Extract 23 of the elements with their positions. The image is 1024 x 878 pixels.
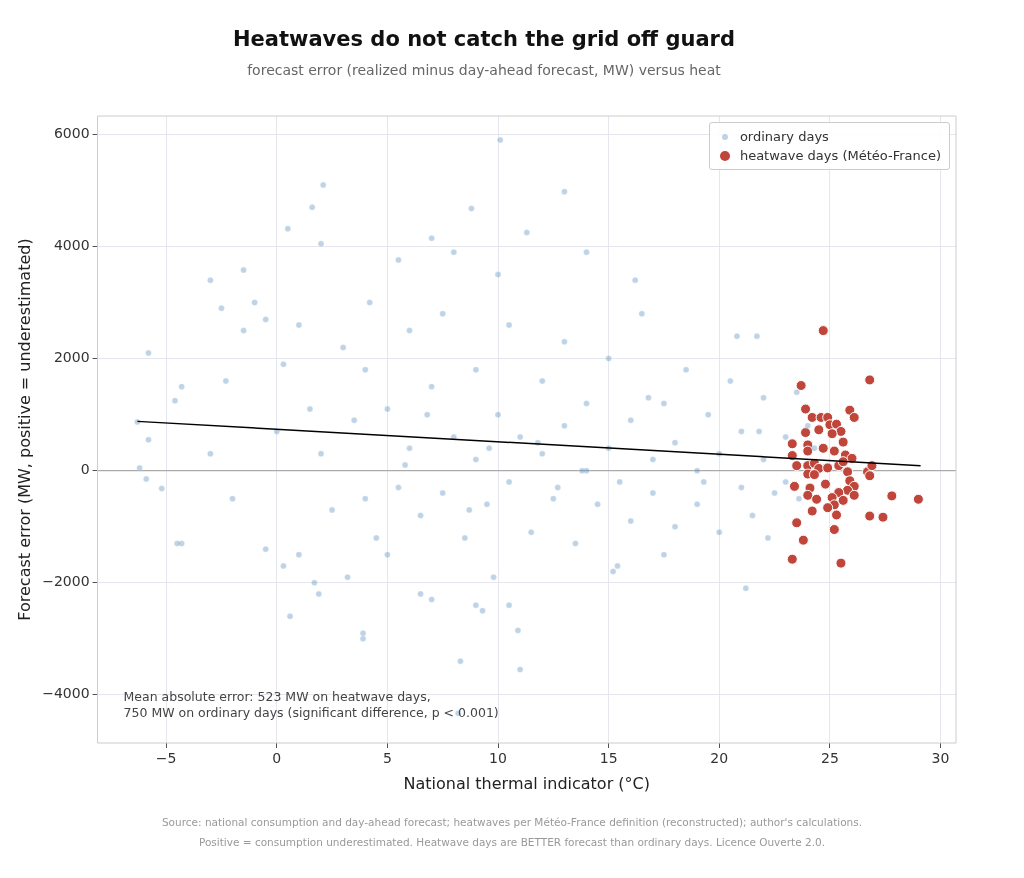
text: Positive = consumption underestimated. Heatwave days are BETTER forecast than ordinary days. Licence Ouverte 2.0. <box>197 835 827 850</box>
x-tick-label: 25 <box>820 750 839 767</box>
x-tick-label: 5 <box>382 750 392 767</box>
y-tick-label: 0 <box>80 461 90 478</box>
y-tick-label: 2000 <box>53 349 90 366</box>
x-tick-label: 15 <box>599 750 618 767</box>
x-tick-label: 0 <box>272 750 282 767</box>
chart-subtitle: forecast error (realized minus day-ahead forecast, MW) versus heat <box>247 62 722 79</box>
x-tick-label: 10 <box>489 750 507 767</box>
x-tick-label: 30 <box>931 750 950 767</box>
y-tick-label: −2000 <box>42 573 90 590</box>
legend-label: heatwave days (Météo-France) <box>739 147 941 165</box>
legend-label: ordinary days <box>739 128 829 146</box>
y-tick-label: −4000 <box>42 685 90 702</box>
y-axis-title: Forecast error (MW, positive = underestimated) <box>14 238 34 621</box>
annotation: Mean absolute error: 523 MW on heatwave days, 750 MW on ordinary days (significant difference, p < 0.001) <box>123 689 499 720</box>
x-tick-label: 20 <box>710 750 729 767</box>
y-tick-label: 6000 <box>53 125 90 142</box>
y-tick-label: 4000 <box>53 237 90 254</box>
chart-title: Heatwaves do not catch the grid off guard <box>233 27 735 52</box>
x-axis-title: National thermal indicator (°C) <box>403 773 650 793</box>
x-tick-label: −5 <box>155 750 177 767</box>
source-note: Source: national consumption and day-ahead forecast; heatwaves per Météo-France definition (reconstructed); author's calculations. <box>160 815 864 830</box>
